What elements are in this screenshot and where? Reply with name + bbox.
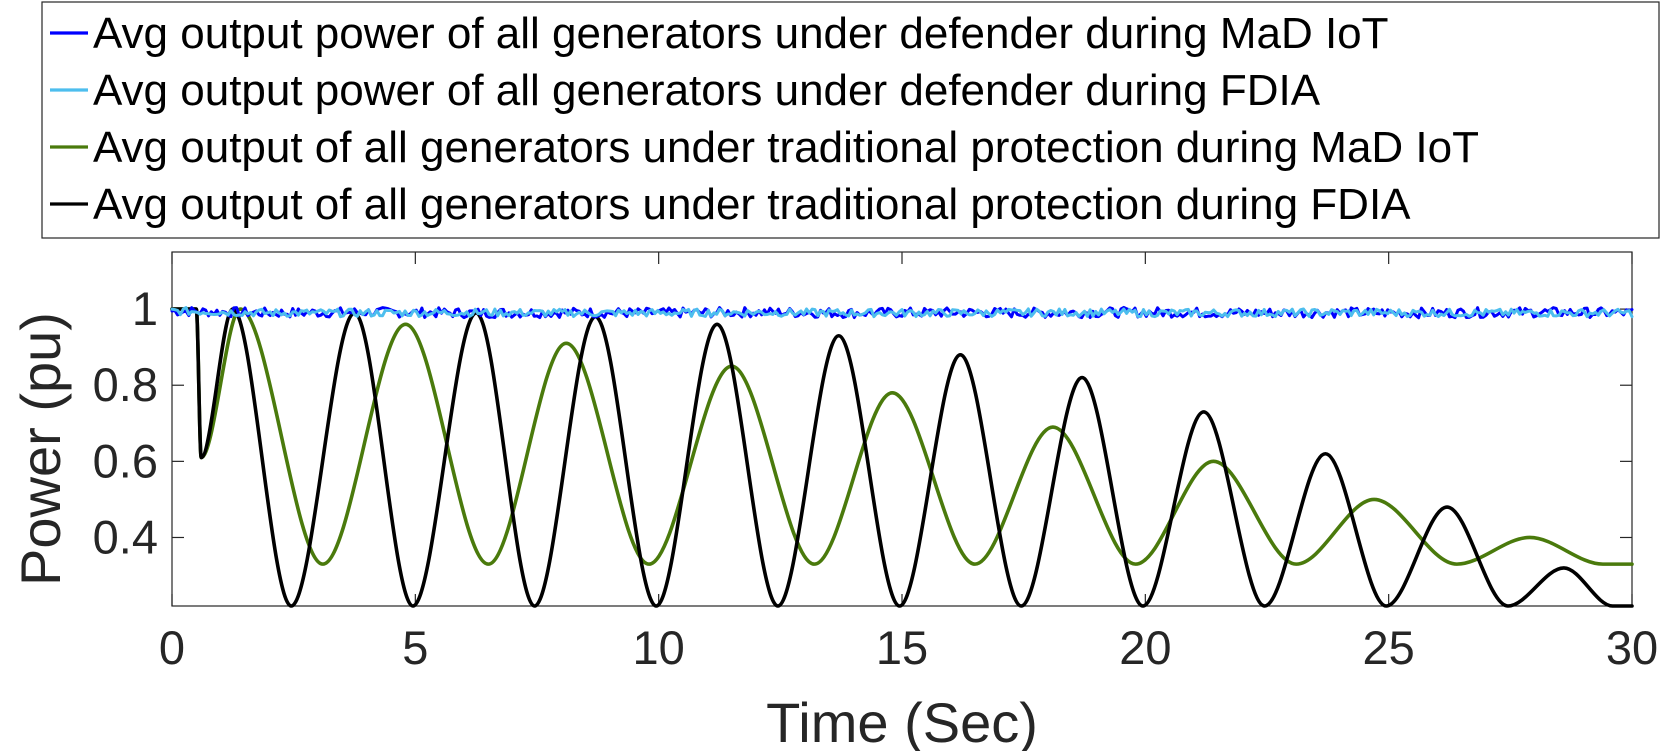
x-axis-label: Time (Sec) (766, 691, 1038, 751)
series-line-2 (170, 306, 1634, 319)
legend-box (41, 1, 1660, 239)
legend-label-2: Avg output power of all generators under… (93, 66, 1321, 115)
series-line-3 (170, 307, 1634, 566)
series-group (170, 305, 1634, 608)
y-tick-label: 0.6 (93, 434, 158, 487)
plot-area (171, 251, 1633, 607)
legend: Avg output power of all generators under… (41, 1, 1660, 239)
x-tick-label: 15 (876, 621, 928, 674)
legend-label-1: Avg output power of all generators under… (93, 9, 1389, 58)
x-tick-label: 25 (1363, 621, 1415, 674)
series-line-4 (170, 307, 1634, 608)
y-tick-label: 0.4 (93, 510, 158, 563)
y-axis-label: Power (pu) (9, 312, 72, 586)
y-tick-label: 0.8 (93, 358, 158, 411)
legend-label-4: Avg output of all generators under tradi… (93, 180, 1411, 229)
x-tick-label: 0 (159, 621, 185, 674)
x-tick-label: 10 (633, 621, 685, 674)
legend-label-3: Avg output of all generators under tradi… (93, 123, 1479, 172)
y-tick-label: 1 (132, 282, 158, 335)
axis-labels: Time (Sec) Power (pu) (9, 312, 1038, 751)
x-tick-label: 5 (402, 621, 428, 674)
x-tick-label: 30 (1606, 621, 1658, 674)
x-tick-label: 20 (1119, 621, 1171, 674)
